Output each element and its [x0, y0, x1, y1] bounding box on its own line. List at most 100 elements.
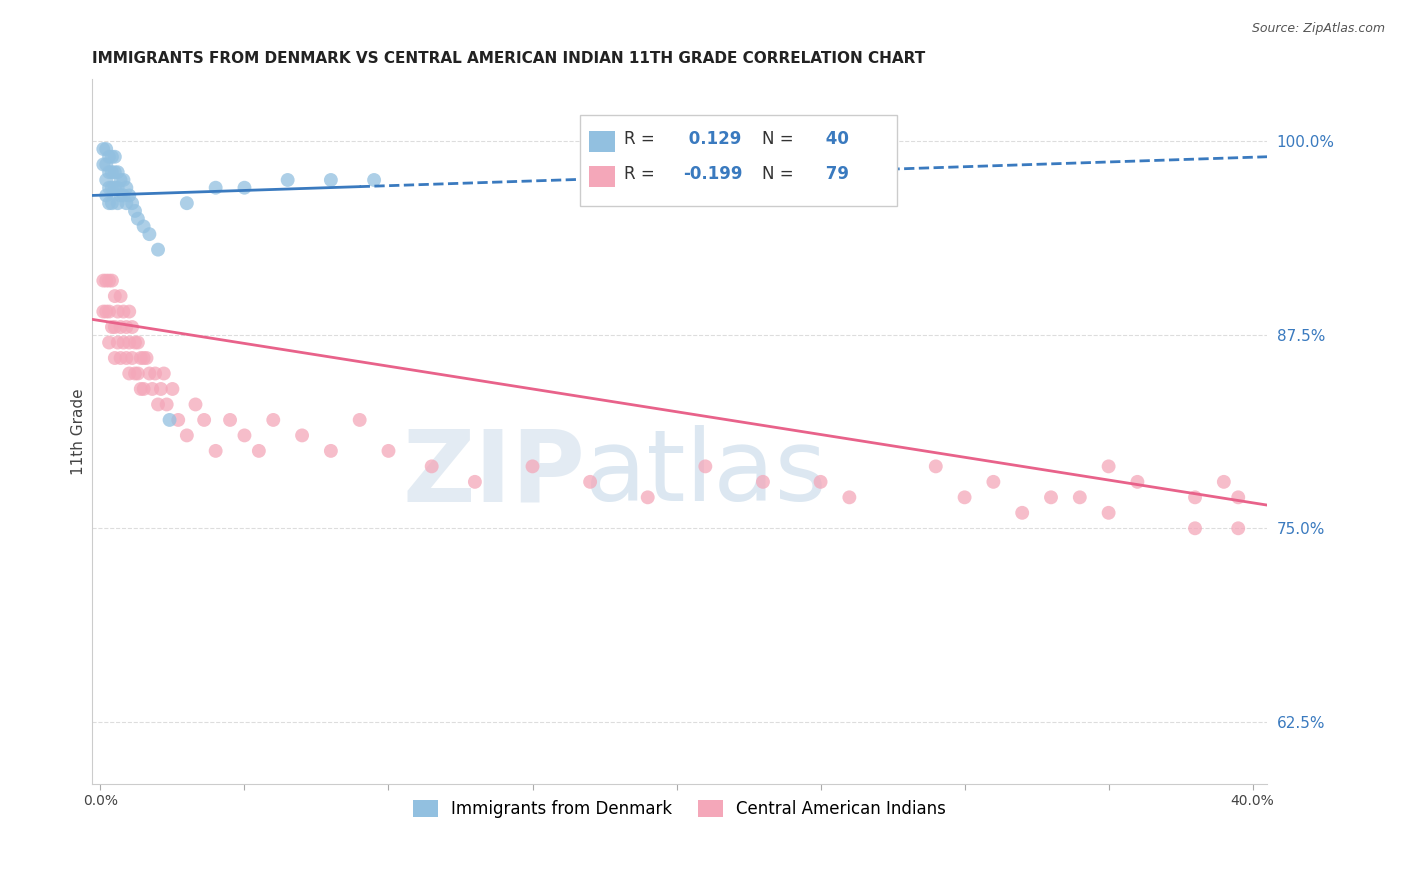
Y-axis label: 11th Grade: 11th Grade — [72, 388, 86, 475]
Point — [153, 367, 176, 381]
Point — [96, 304, 118, 318]
Point — [162, 382, 184, 396]
Point — [101, 320, 124, 334]
Point — [138, 367, 160, 381]
Point — [135, 351, 157, 365]
Point — [112, 173, 135, 187]
Text: N =: N = — [762, 165, 793, 184]
Point — [115, 320, 138, 334]
Point — [98, 180, 121, 194]
Point — [115, 196, 138, 211]
Point — [1184, 521, 1206, 535]
Point — [204, 180, 226, 194]
Point — [132, 382, 155, 396]
Point — [1097, 459, 1119, 474]
Point — [420, 459, 443, 474]
Point — [104, 165, 127, 179]
Point — [1212, 475, 1234, 489]
Point — [107, 180, 129, 194]
Point — [121, 320, 143, 334]
Point — [104, 150, 127, 164]
Point — [118, 335, 141, 350]
Point — [121, 351, 143, 365]
Text: 40: 40 — [821, 130, 849, 148]
Text: ZIP: ZIP — [402, 425, 585, 523]
Point — [98, 304, 121, 318]
Point — [91, 274, 114, 288]
Point — [118, 367, 141, 381]
Point — [112, 304, 135, 318]
Point — [112, 335, 135, 350]
Point — [363, 173, 385, 187]
Point — [127, 211, 149, 226]
Point — [167, 413, 190, 427]
Point — [127, 367, 149, 381]
Text: IMMIGRANTS FROM DENMARK VS CENTRAL AMERICAN INDIAN 11TH GRADE CORRELATION CHART: IMMIGRANTS FROM DENMARK VS CENTRAL AMERI… — [91, 51, 925, 66]
Point — [233, 428, 256, 442]
Point — [1227, 491, 1250, 505]
Point — [110, 320, 132, 334]
Point — [953, 491, 976, 505]
Point — [141, 382, 163, 396]
Point — [1069, 491, 1091, 505]
Point — [464, 475, 486, 489]
Text: R =: R = — [624, 165, 655, 184]
Text: R =: R = — [624, 130, 655, 148]
Point — [96, 274, 118, 288]
Point — [1097, 506, 1119, 520]
Point — [96, 173, 118, 187]
Point — [983, 475, 1005, 489]
Point — [101, 196, 124, 211]
Point — [96, 157, 118, 171]
Point — [1184, 491, 1206, 505]
Point — [233, 180, 256, 194]
Point — [810, 475, 832, 489]
Point — [101, 165, 124, 179]
Point — [129, 382, 152, 396]
Point — [319, 173, 342, 187]
Point — [115, 180, 138, 194]
Point — [247, 443, 270, 458]
Point — [98, 196, 121, 211]
Point — [112, 188, 135, 202]
Point — [110, 188, 132, 202]
Point — [118, 304, 141, 318]
Point — [176, 196, 198, 211]
Point — [1227, 521, 1250, 535]
Point — [129, 351, 152, 365]
Point — [110, 351, 132, 365]
FancyBboxPatch shape — [589, 166, 614, 187]
Point — [149, 382, 172, 396]
Point — [146, 397, 169, 411]
Point — [752, 475, 775, 489]
Point — [579, 475, 602, 489]
Point — [110, 289, 132, 303]
Point — [637, 491, 659, 505]
Text: 79: 79 — [821, 165, 849, 184]
Point — [193, 413, 215, 427]
Point — [104, 351, 127, 365]
Point — [98, 150, 121, 164]
Text: -0.199: -0.199 — [683, 165, 742, 184]
Point — [104, 320, 127, 334]
Point — [1011, 506, 1033, 520]
Point — [98, 274, 121, 288]
Point — [695, 459, 717, 474]
Point — [107, 304, 129, 318]
Point — [101, 150, 124, 164]
Point — [107, 196, 129, 211]
Point — [107, 165, 129, 179]
Point — [121, 196, 143, 211]
Point — [184, 397, 207, 411]
Text: 0.129: 0.129 — [683, 130, 741, 148]
Point — [838, 491, 860, 505]
Point — [124, 367, 146, 381]
Point — [319, 443, 342, 458]
Point — [124, 335, 146, 350]
Point — [91, 142, 114, 156]
Point — [204, 443, 226, 458]
Point — [262, 413, 284, 427]
Point — [377, 443, 399, 458]
Point — [91, 157, 114, 171]
Point — [98, 335, 121, 350]
